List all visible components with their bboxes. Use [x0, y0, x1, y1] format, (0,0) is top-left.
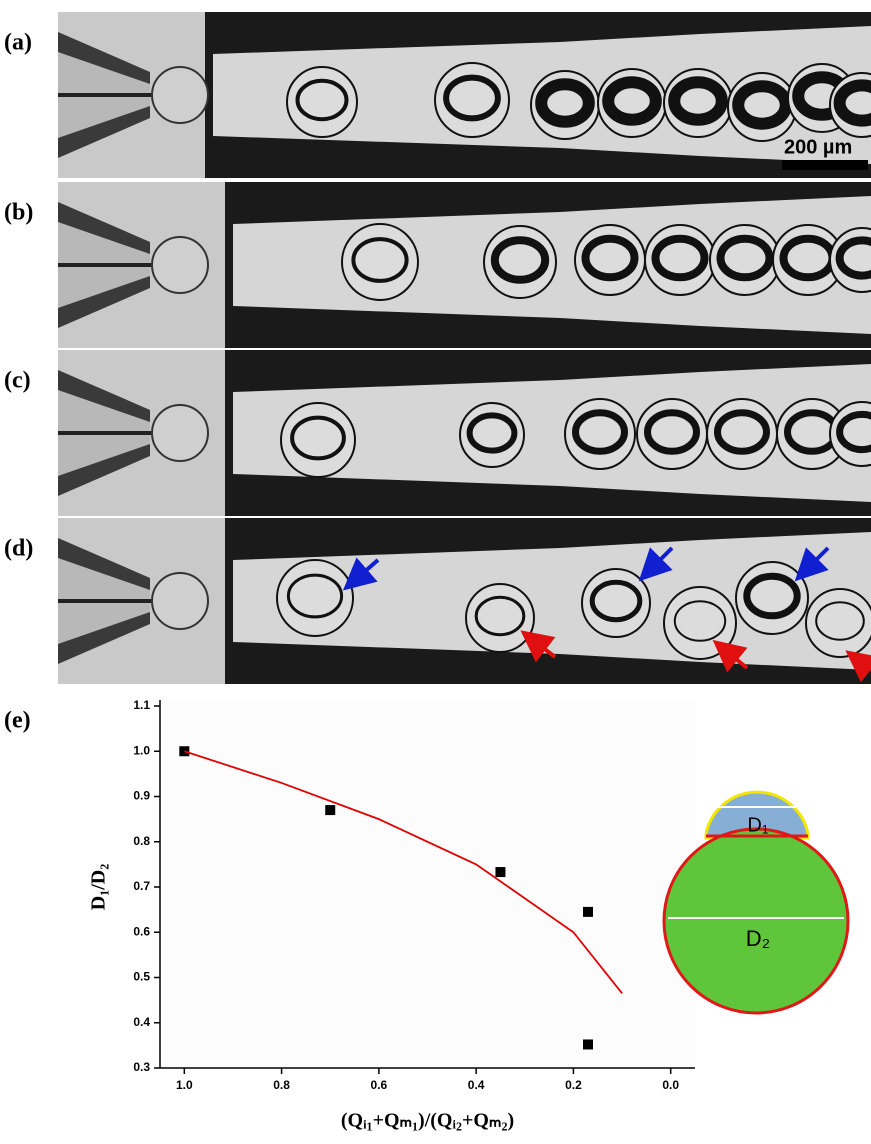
- micrograph-image: [58, 12, 871, 178]
- data-point: [583, 907, 593, 917]
- panel-label: (b): [4, 200, 33, 226]
- y-tick-label: 0.6: [133, 924, 150, 938]
- x-tick-label: 0.4: [468, 1078, 485, 1092]
- nozzle-droplet: [152, 573, 208, 629]
- y-tick-label: 0.3: [133, 1060, 150, 1074]
- x-tick-label: 0.8: [273, 1078, 290, 1092]
- x-tick-label: 1.0: [176, 1078, 193, 1092]
- d2-label: D₂: [746, 926, 770, 951]
- micrograph: [58, 518, 871, 684]
- panel-label: (c): [4, 368, 31, 394]
- y-tick-label: 0.7: [133, 879, 150, 893]
- panel-label: (a): [4, 30, 32, 56]
- micrograph-image: [58, 350, 871, 516]
- data-point: [325, 805, 335, 815]
- nozzle-droplet: [152, 67, 208, 123]
- figure: (a) (b) (c) (d) 200 µm (e) 0.3 0.4 0.5 0.6 0.7 0.8 0…: [0, 0, 871, 1139]
- x-tick-label: 0.0: [662, 1078, 679, 1092]
- y-tick-label: 0.4: [133, 1015, 150, 1029]
- scale-bar: [782, 160, 868, 170]
- micrograph: [58, 12, 871, 178]
- x-tick-label: 0.6: [371, 1078, 388, 1092]
- y-tick-label: 1.1: [133, 698, 150, 712]
- panel-label: (e): [4, 708, 31, 734]
- nozzle-droplet: [152, 405, 208, 461]
- data-point: [495, 867, 505, 877]
- y-tick-label: 0.9: [133, 789, 150, 803]
- large-droplet: [664, 829, 848, 1013]
- y-tick-label: 0.5: [133, 970, 150, 984]
- panel-label: (d): [4, 536, 33, 562]
- d1-label: D₁: [747, 814, 768, 836]
- plot-area: [160, 700, 695, 1068]
- y-tick-label: 0.8: [133, 834, 150, 848]
- micrograph: [58, 350, 871, 516]
- micrograph: [58, 182, 871, 348]
- nozzle-droplet: [152, 237, 208, 293]
- x-axis-label: (Qᵢ₁+Qₘ₁)/(Qᵢ₂+Qₘ₂): [341, 1110, 514, 1132]
- micrograph-image: [58, 182, 871, 348]
- y-tick-label: 1.0: [133, 743, 150, 757]
- x-tick-label: 0.2: [565, 1078, 582, 1092]
- micrograph-image: [58, 518, 871, 684]
- scale-bar-label: 200 µm: [784, 136, 852, 158]
- y-axis-label: D₁/D₂: [88, 864, 110, 910]
- data-point: [583, 1039, 593, 1049]
